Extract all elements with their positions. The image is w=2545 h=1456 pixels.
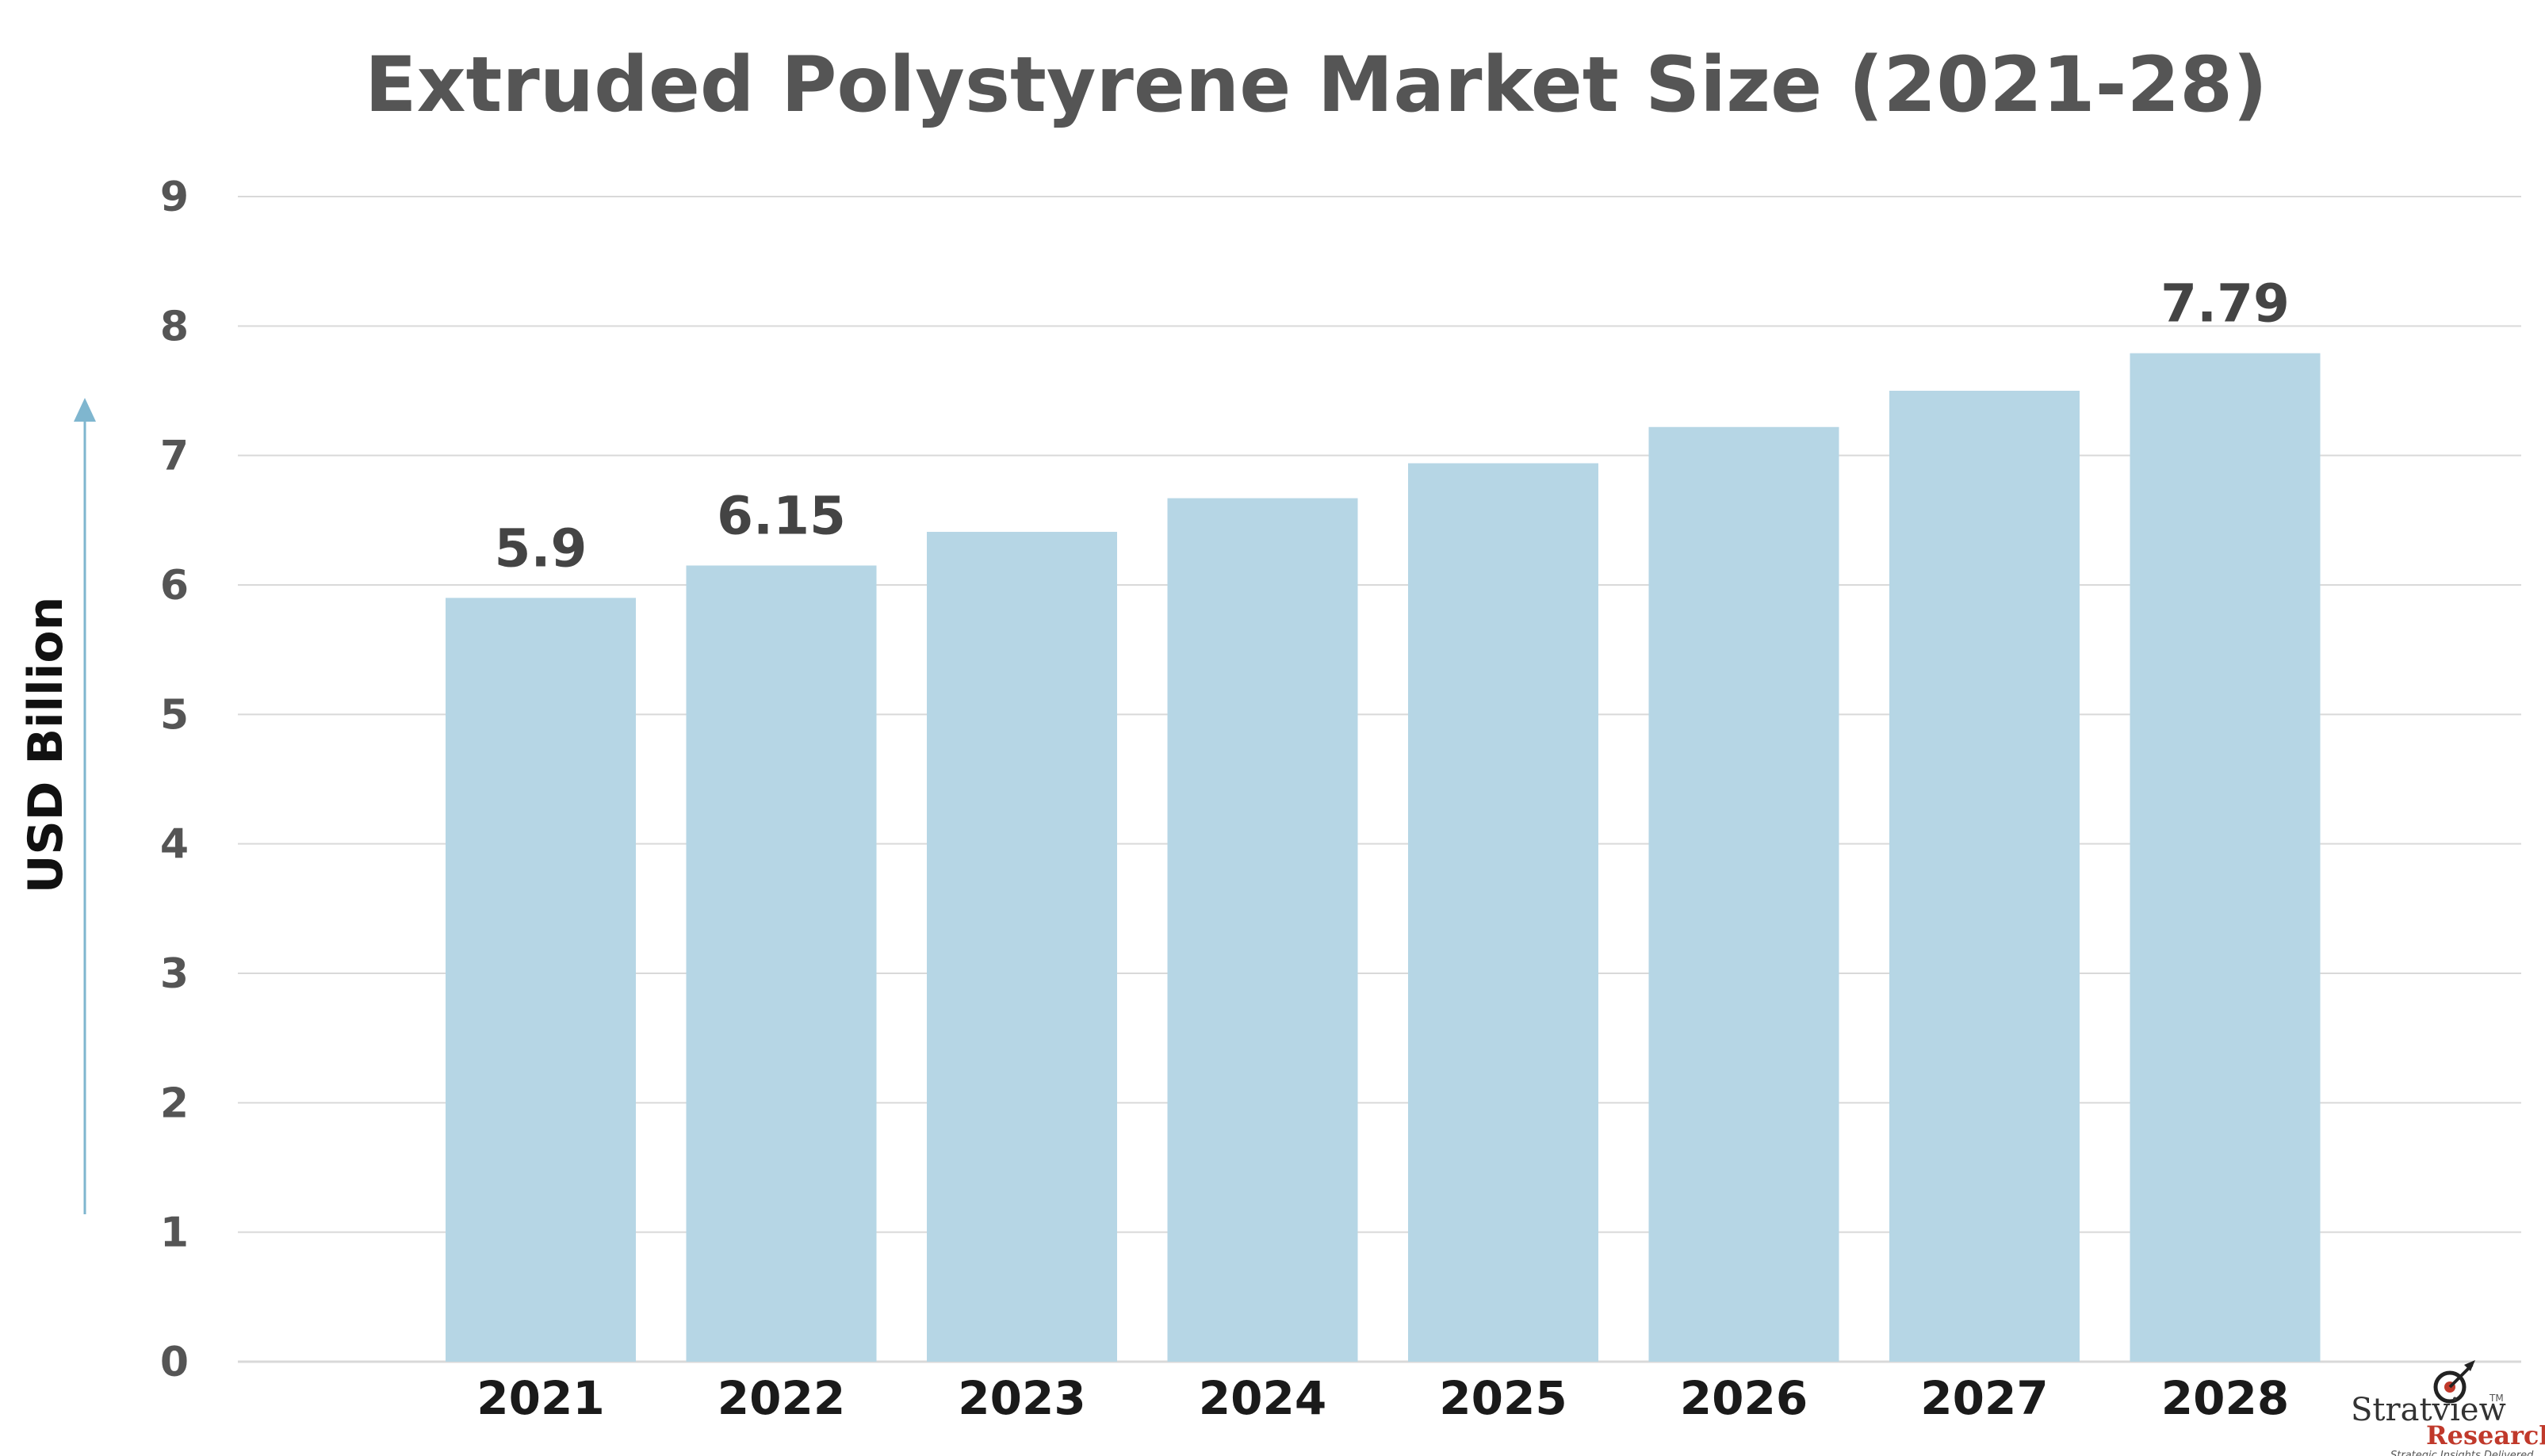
x-tick-label: 2028 — [2161, 1371, 2289, 1425]
bar-2024 — [1167, 498, 1358, 1362]
y-tick-label: 2 — [160, 1080, 189, 1127]
data-label-2022: 6.15 — [717, 486, 846, 547]
x-tick-label: 2023 — [958, 1371, 1085, 1425]
bar-2021 — [446, 598, 636, 1362]
bar-2028 — [2130, 353, 2321, 1362]
bar-2022 — [686, 565, 877, 1362]
data-labels: 5.9 6.15 7.79 — [495, 273, 2290, 579]
bar-2025 — [1408, 463, 1598, 1362]
y-tick-label: 6 — [160, 562, 189, 610]
y-tick-label: 5 — [160, 691, 189, 739]
y-tick-label: 1 — [160, 1210, 189, 1257]
y-tick-label: 9 — [160, 174, 189, 221]
x-tick-label: 2022 — [718, 1371, 845, 1425]
x-tick-label: 2027 — [1920, 1371, 2048, 1425]
x-tick-label: 2024 — [1199, 1371, 1326, 1425]
chart-title: Extruded Polystyrene Market Size (2021-2… — [365, 40, 2268, 129]
logo: Stratview TM Research Strategic Insights… — [2351, 1360, 2545, 1456]
y-axis-arrow-head — [74, 398, 96, 422]
x-tick-label: 2025 — [1439, 1371, 1567, 1425]
x-tick-label: 2021 — [476, 1371, 604, 1425]
bar-2027 — [1889, 391, 2080, 1362]
y-tick-label: 7 — [160, 433, 189, 480]
y-axis-ticks: 0 1 2 3 4 5 6 7 8 9 — [160, 174, 189, 1386]
target-icon — [2433, 1360, 2475, 1404]
logo-tm: TM — [2489, 1393, 2504, 1404]
bar-2023 — [927, 532, 1117, 1362]
x-axis-ticks: 2021 2022 2023 2024 2025 2026 2027 2028 — [476, 1371, 2289, 1425]
logo-name: Stratview — [2351, 1392, 2506, 1428]
bars — [446, 353, 2321, 1362]
data-label-2028: 7.79 — [2160, 273, 2290, 334]
logo-sub: Research — [2426, 1420, 2545, 1450]
x-tick-label: 2026 — [1680, 1371, 1808, 1425]
y-tick-label: 3 — [160, 950, 189, 998]
y-tick-label: 0 — [160, 1339, 189, 1386]
logo-tagline: Strategic Insights Delivered — [2390, 1450, 2534, 1456]
y-axis-label: USD Billion — [18, 597, 74, 894]
y-tick-label: 4 — [160, 821, 189, 869]
y-tick-label: 8 — [160, 303, 189, 350]
bar-2026 — [1648, 426, 1839, 1362]
data-label-2021: 5.9 — [495, 518, 587, 579]
y-axis-title-group: USD Billion — [18, 398, 96, 1214]
